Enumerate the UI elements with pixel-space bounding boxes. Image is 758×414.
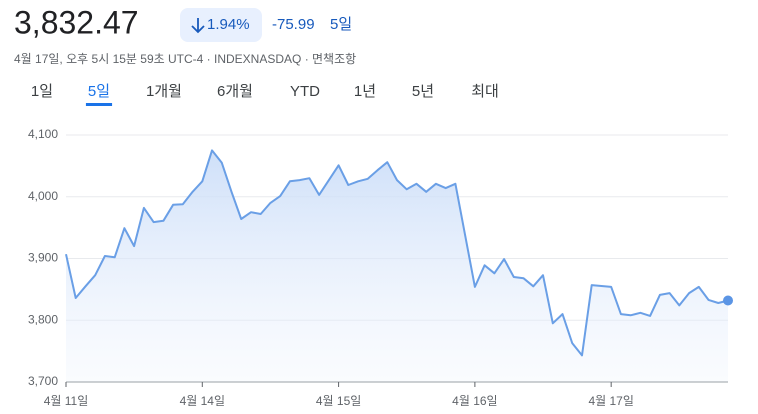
- meta: 4월 17일, 오후 5시 15분 59초 UTC-4 · INDEXNASDA…: [14, 51, 356, 66]
- tab[interactable]: 6개월: [217, 83, 253, 100]
- tab[interactable]: 최대: [471, 83, 499, 100]
- x-tick-label: 4월 16일: [452, 394, 497, 408]
- change-badge: [180, 8, 262, 42]
- down-arrow: [191, 18, 205, 34]
- tab[interactable]: 5일: [88, 83, 110, 100]
- x-tick-label: 4월 14일: [180, 394, 225, 408]
- last-point: [723, 295, 733, 306]
- change: -75.99: [272, 16, 315, 33]
- tab[interactable]: 1일: [31, 83, 53, 100]
- tab[interactable]: YTD: [290, 83, 320, 100]
- y-tick-label: 3,900: [28, 251, 58, 265]
- x-tick-label: 4월 11일: [44, 394, 89, 408]
- tab[interactable]: 1년: [354, 83, 376, 100]
- change-percent: 1.94%: [207, 16, 250, 33]
- x-tick-label: 4월 15일: [316, 394, 361, 408]
- y-tick-label: 3,800: [28, 312, 58, 326]
- tab[interactable]: 1개월: [146, 83, 182, 100]
- price-line: [65, 149, 729, 357]
- tab-underline: [85, 103, 113, 106]
- x-tick-label: 4월 17일: [588, 394, 633, 408]
- area: [66, 150, 728, 382]
- tab[interactable]: 5년: [412, 83, 434, 100]
- price: 3,832.47: [14, 4, 139, 40]
- y-tick-label: 3,700: [28, 374, 58, 388]
- y-tick-label: 4,100: [28, 127, 58, 141]
- y-tick-label: 4,000: [28, 189, 58, 203]
- period: 5일: [330, 16, 352, 33]
